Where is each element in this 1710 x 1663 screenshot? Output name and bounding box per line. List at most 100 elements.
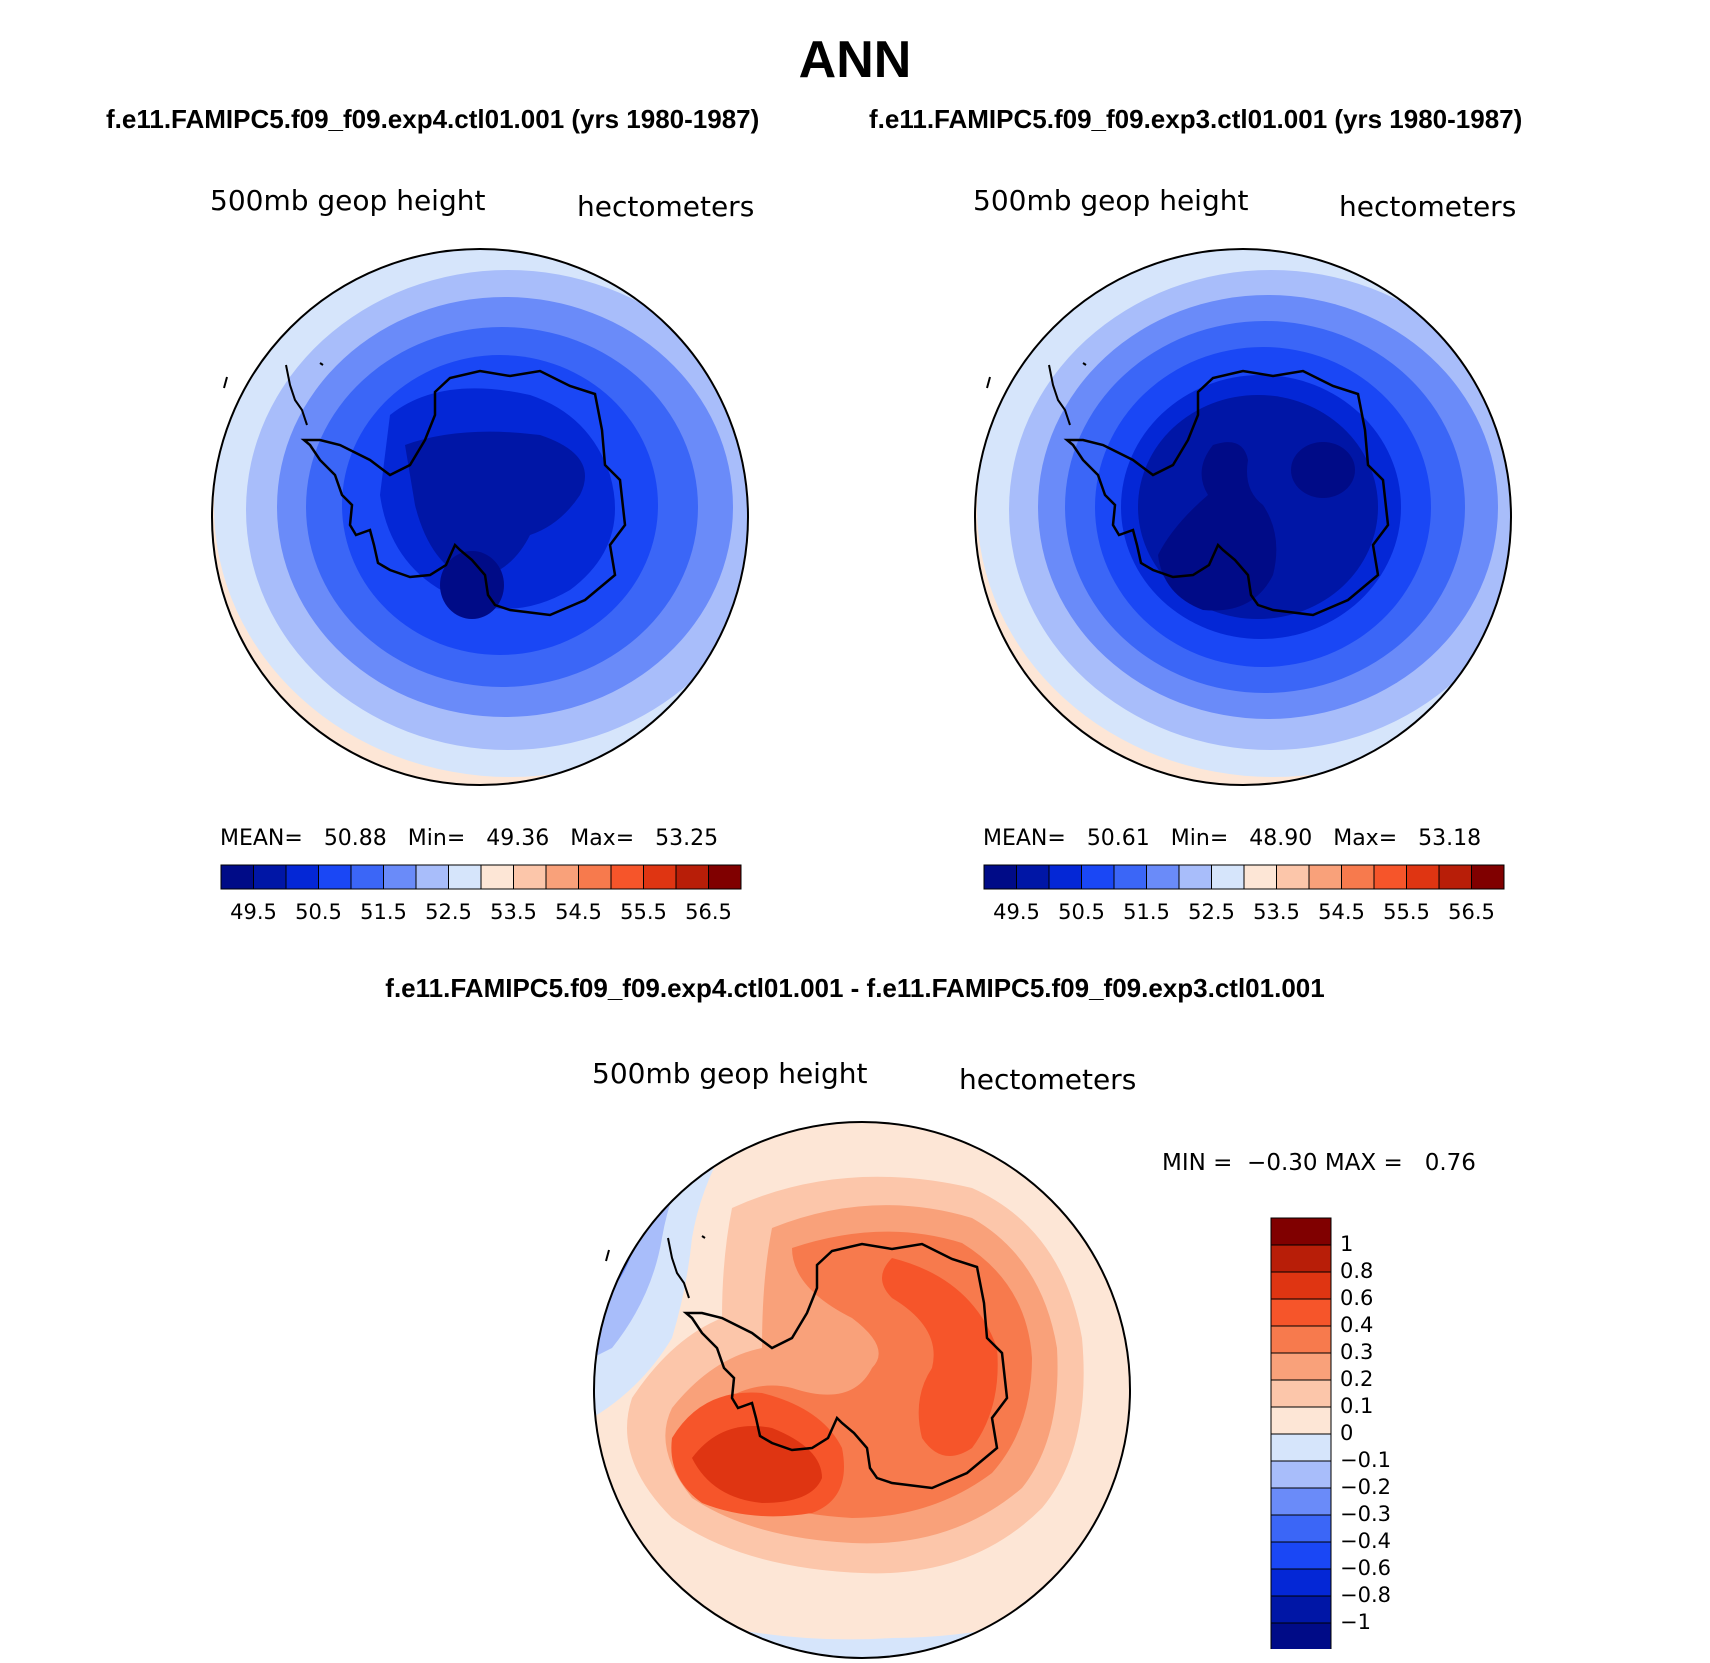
max-value: 53.25 [655,826,719,851]
map-boundary-circle [974,248,1512,786]
panel1-variable-label: 500mb geop height [210,184,486,217]
colorbar-tick-label: −0.3 [1340,1502,1391,1526]
colorbar-tick-label: 0.6 [1340,1286,1374,1310]
colorbar-swatch [1016,864,1050,890]
colorbar-swatch [983,864,1017,890]
colorbar-tick-label: 54.5 [555,900,602,924]
colorbar-tick-label: 56.5 [1448,900,1495,924]
colorbar-swatch [1270,1433,1332,1462]
colorbar-swatch [1270,1595,1332,1624]
colorbar-swatch [318,864,352,890]
panel2-units-label: hectometers [1339,190,1517,223]
colorbar-swatch [1270,1271,1332,1300]
colorbar-tick-label: 0.2 [1340,1367,1374,1391]
min-label: MIN = [1162,1150,1233,1176]
colorbar-tick-label: −1 [1340,1610,1371,1634]
colorbar-swatch [1211,864,1245,890]
min-value: −0.30 [1247,1150,1318,1176]
colorbar-swatch [1270,1406,1332,1435]
colorbar-tick-label: −0.2 [1340,1475,1391,1499]
colorbar-tick-label: 56.5 [685,900,732,924]
colorbar-tick-label: 55.5 [620,900,667,924]
colorbar-tick-label: 0.1 [1340,1394,1374,1418]
colorbar-tick-label: 52.5 [425,900,472,924]
colorbar-swatch [253,864,287,890]
colorbar-swatch [1471,864,1505,890]
colorbar-swatch [675,864,709,890]
colorbar-tick-label: 0.8 [1340,1259,1374,1283]
colorbar-tick-label: 50.5 [1058,900,1105,924]
colorbar-swatch [1341,864,1375,890]
left-case-title: f.e11.FAMIPC5.f09_f09.exp4.ctl01.001 (yr… [106,104,760,134]
min-value: 48.90 [1249,826,1313,851]
diff-variable-label: 500mb geop height [592,1057,868,1090]
mean-label: MEAN= [983,826,1066,851]
colorbar-swatch [1406,864,1440,890]
max-label: MAX = [1324,1150,1403,1176]
min-label: Min= [1170,826,1229,851]
colorbar-tick-label: 0 [1340,1421,1354,1445]
colorbar-swatch [350,864,384,890]
colorbar-swatch [1308,864,1342,890]
panel2-colorbar [983,864,1505,890]
colorbar-swatch [643,864,677,890]
antarctica-coastline [682,1242,1009,1490]
panel1-stats: MEAN= 50.88 Min= 49.36 Max= 53.25 [220,826,718,851]
mean-value: 50.61 [1086,826,1150,851]
colorbar-tick-label: 51.5 [1123,900,1170,924]
colorbar-swatch [545,864,579,890]
diff-units-label: hectometers [959,1063,1137,1096]
colorbar-tick-label: 51.5 [360,900,407,924]
colorbar-tick-label: 53.5 [490,900,537,924]
colorbar-swatch [1178,864,1212,890]
colorbar-swatch [1270,1352,1332,1381]
figure-title: ANN [798,31,912,89]
colorbar-swatch [1113,864,1147,890]
map-boundary-circle [211,248,749,786]
colorbar-tick-label: 54.5 [1318,900,1365,924]
colorbar-tick-label: 49.5 [993,900,1040,924]
diff-polar-map [593,1121,1131,1659]
colorbar-tick-label: −0.8 [1340,1583,1391,1607]
right-case-title: f.e11.FAMIPC5.f09_f09.exp3.ctl01.001 (yr… [869,104,1523,134]
colorbar-tick-label: 1 [1340,1232,1354,1256]
colorbar-swatch [448,864,482,890]
colorbar-swatch [1270,1325,1332,1354]
colorbar-swatch [708,864,742,890]
colorbar-swatch [383,864,417,890]
colorbar-swatch [578,864,612,890]
colorbar-swatch [1270,1217,1332,1246]
colorbar-swatch [1438,864,1472,890]
max-label: Max= [1333,826,1398,851]
colorbar-tick-label: 55.5 [1383,900,1430,924]
diff-stats: MIN = −0.30 MAX = 0.76 [1162,1150,1476,1176]
panel1-colorbar-ticks: 49.5 50.5 51.5 52.5 53.5 54.5 55.5 56.5 [220,900,745,930]
colorbar-tick-label: 52.5 [1188,900,1235,924]
colorbar-swatch [1373,864,1407,890]
colorbar-swatch [285,864,319,890]
colorbar-swatch [1270,1487,1332,1516]
max-value: 53.18 [1418,826,1482,851]
colorbar-swatch [1081,864,1115,890]
colorbar-swatch [220,864,254,890]
panel2-colorbar-ticks: 49.5 50.5 51.5 52.5 53.5 54.5 55.5 56.5 [983,900,1508,930]
colorbar-tick-label: 0.3 [1340,1340,1374,1364]
colorbar-swatch [1270,1244,1332,1273]
colorbar-tick-label: −0.6 [1340,1556,1391,1580]
colorbar-tick-label: 53.5 [1253,900,1300,924]
colorbar-tick-label: 0.4 [1340,1313,1374,1337]
colorbar-swatch [1270,1568,1332,1597]
colorbar-swatch [1048,864,1082,890]
panel2-variable-label: 500mb geop height [973,184,1249,217]
colorbar-swatch [1270,1460,1332,1489]
max-value: 0.76 [1424,1150,1476,1176]
colorbar-swatch [1270,1541,1332,1570]
antarctica-coastline [300,369,627,617]
colorbar-swatch [1270,1298,1332,1327]
colorbar-swatch [513,864,547,890]
panel1-polar-map [211,248,749,786]
panel2-stats: MEAN= 50.61 Min= 48.90 Max= 53.18 [983,826,1481,851]
colorbar-tick-label: 50.5 [295,900,342,924]
panel1-colorbar [220,864,742,890]
colorbar-swatch [1270,1514,1332,1543]
